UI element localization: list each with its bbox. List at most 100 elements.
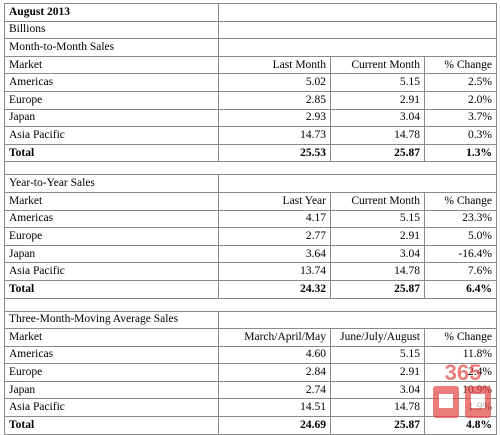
total-row: Total 24.69 25.87 4.8% [4,416,497,435]
market-name: Europe [4,363,219,382]
section-heading-row: Three-Month-Moving Average Sales [4,310,497,330]
total-row: Total 24.32 25.87 6.4% [4,279,497,299]
col-header-current: June/July/August [330,328,425,347]
total-current: 25.87 [330,143,425,163]
market-name: Asia Pacific [4,126,219,145]
spacer-cell [4,297,497,312]
title-row: August 2013 [4,3,497,22]
table-row: Europe 2.84 2.91 2.4% [4,363,497,382]
section-heading: Month-to-Month Sales [4,38,219,57]
market-name: Asia Pacific [4,262,219,281]
current-value: 3.04 [330,108,425,128]
table-row: Japan 3.64 3.04 -16.4% [4,244,497,264]
market-name: Japan [4,108,219,128]
current-value: 14.78 [330,398,425,418]
sales-table: August 2013 Billions Month-to-Month Sale… [4,3,497,435]
table-row: Americas 4.60 5.15 11.8% [4,345,497,365]
current-value: 3.04 [330,380,425,400]
watermark-logo: 365 [433,360,491,418]
col-header-change: % Change [424,191,497,211]
total-row: Total 25.53 25.87 1.3% [4,143,497,163]
current-value: 3.04 [330,244,425,264]
section-heading-row: Year-to-Year Sales [4,174,497,193]
section-heading-row: Month-to-Month Sales [4,38,497,57]
col-header-prior: Last Month [218,55,331,75]
total-current: 25.87 [330,279,425,299]
column-header-row: Market Last Year Current Month % Change [4,191,497,211]
prior-value: 2.74 [218,380,331,400]
table-row: Americas 5.02 5.15 2.5% [4,73,497,92]
total-prior: 24.69 [218,416,331,435]
market-name: Americas [4,209,219,229]
col-header-change: % Change [424,328,497,347]
prior-value: 5.02 [218,73,331,92]
total-change: 6.4% [424,279,497,299]
section-heading-blank [218,38,497,57]
change-value: 23.3% [424,209,497,229]
current-value: 5.15 [330,73,425,92]
market-name: Europe [4,90,219,110]
current-value: 2.91 [330,363,425,382]
current-value: 5.15 [330,209,425,229]
total-prior: 25.53 [218,143,331,163]
spacer-cell [4,161,497,176]
market-name: Europe [4,227,219,246]
current-value: 14.78 [330,262,425,281]
total-label: Total [4,279,219,299]
column-header-row: Market Last Month Current Month % Change [4,55,497,75]
table-row: Japan 2.93 3.04 3.7% [4,108,497,128]
table-row: Asia Pacific 13.74 14.78 7.6% [4,262,497,281]
col-header-current: Current Month [330,55,425,75]
col-header-market: Market [4,55,219,75]
table-row: Asia Pacific 14.51 14.78 1.9% [4,398,497,418]
section-heading-blank [218,174,497,193]
prior-value: 4.17 [218,209,331,229]
market-name: Americas [4,73,219,92]
total-change: 1.3% [424,143,497,163]
section-heading: Year-to-Year Sales [4,174,219,193]
prior-value: 2.93 [218,108,331,128]
prior-value: 13.74 [218,262,331,281]
col-header-market: Market [4,328,219,347]
total-current: 25.87 [330,416,425,435]
change-value: 7.6% [424,262,497,281]
title-row-blank [218,3,497,22]
table-row: Asia Pacific 14.73 14.78 0.3% [4,126,497,145]
table-row: Americas 4.17 5.15 23.3% [4,209,497,229]
section-heading: Three-Month-Moving Average Sales [4,310,219,330]
current-value: 2.91 [330,227,425,246]
prior-value: 14.51 [218,398,331,418]
col-header-current: Current Month [330,191,425,211]
prior-value: 4.60 [218,345,331,365]
market-name: Americas [4,345,219,365]
market-name: Asia Pacific [4,398,219,418]
col-header-prior: Last Year [218,191,331,211]
current-value: 2.91 [330,90,425,110]
change-value: 0.3% [424,126,497,145]
units-label: Billions [4,20,219,40]
market-name: Japan [4,380,219,400]
table-row: Europe 2.85 2.91 2.0% [4,90,497,110]
prior-value: 2.84 [218,363,331,382]
change-value: 2.5% [424,73,497,92]
market-name: Japan [4,244,219,264]
change-value: -16.4% [424,244,497,264]
prior-value: 14.73 [218,126,331,145]
col-header-change: % Change [424,55,497,75]
section-heading-blank [218,310,497,330]
current-value: 5.15 [330,345,425,365]
spacer-row [4,297,497,312]
change-value: 5.0% [424,227,497,246]
total-prior: 24.32 [218,279,331,299]
prior-value: 2.77 [218,227,331,246]
table-row: Europe 2.77 2.91 5.0% [4,227,497,246]
watermark-text: 365 [445,360,482,385]
table-row: Japan 2.74 3.04 10.9% [4,380,497,400]
spacer-row [4,161,497,176]
units-row: Billions [4,20,497,40]
column-header-row: Market March/April/May June/July/August … [4,328,497,347]
change-value: 2.0% [424,90,497,110]
col-header-market: Market [4,191,219,211]
prior-value: 2.85 [218,90,331,110]
report-title: August 2013 [4,3,219,22]
